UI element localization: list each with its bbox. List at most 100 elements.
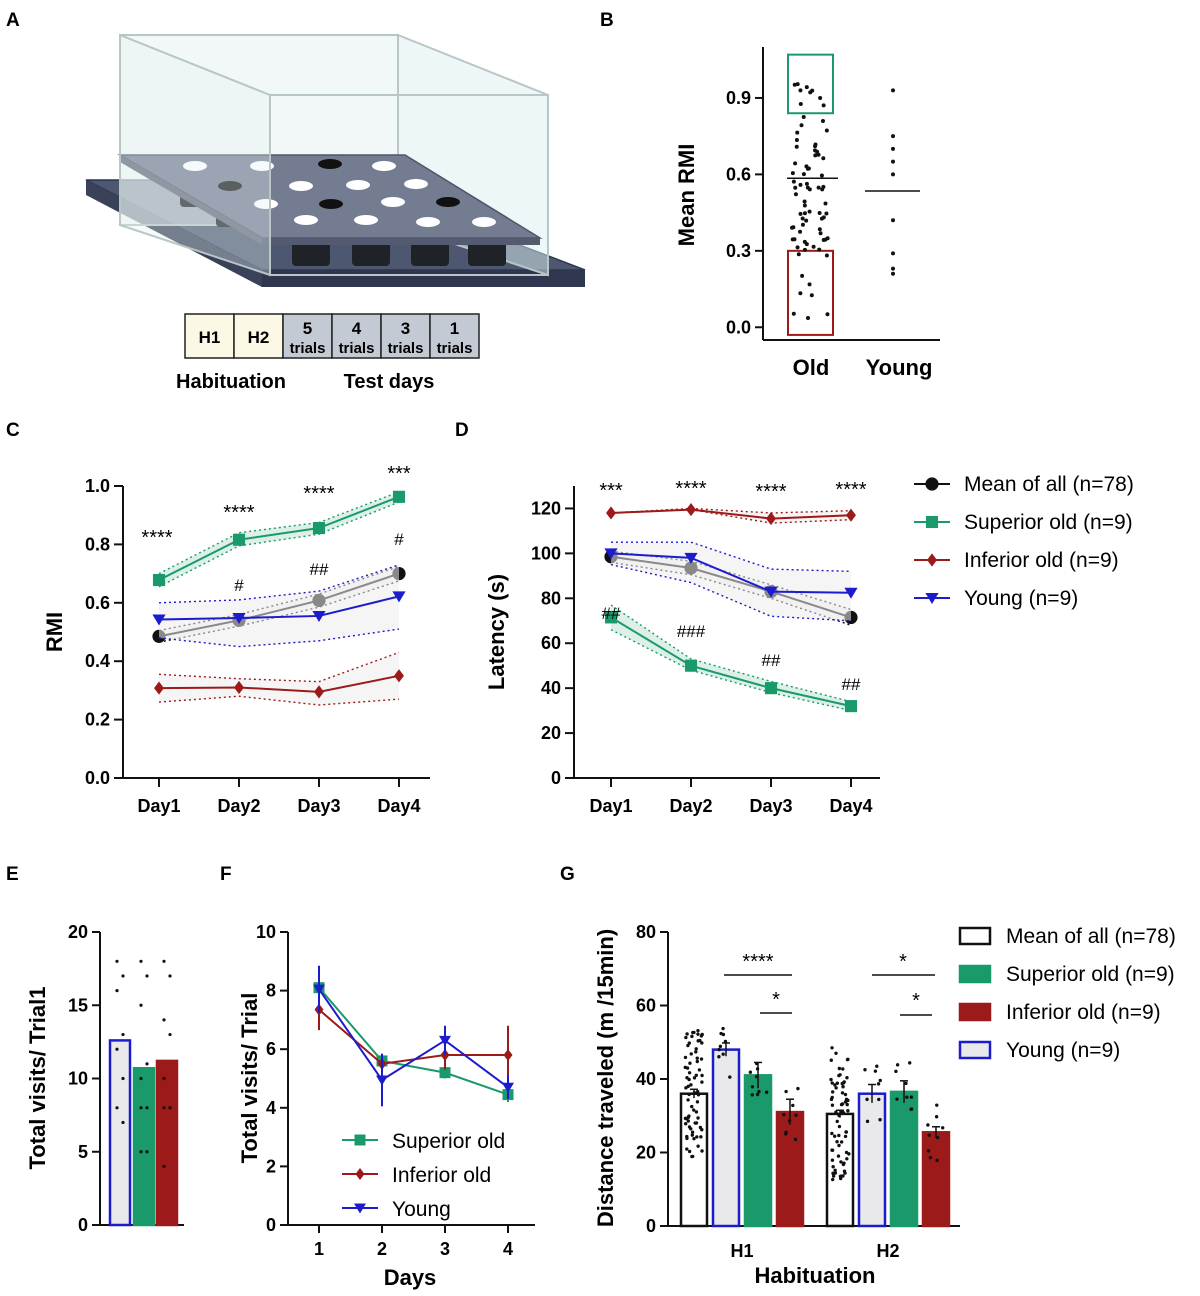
series-young (313, 965, 514, 1107)
y-tick-label: 0.0 (726, 317, 751, 337)
bar-data-point (844, 1097, 849, 1102)
y-tick-label: 10 (68, 1069, 88, 1089)
bar-data-point (683, 1055, 688, 1060)
panel-letter-d: D (455, 420, 469, 441)
bar-data-point (700, 1073, 704, 1078)
bar-data-point (696, 1116, 700, 1120)
series-line (610, 508, 852, 520)
bar-data-point (139, 1003, 143, 1007)
bar-data-point (830, 1131, 834, 1136)
chart-legend: Superior old Inferior old Young (342, 1130, 505, 1221)
bar-data-point (689, 1052, 693, 1056)
legend-label: Young (392, 1198, 451, 1221)
bar-data-point (684, 1035, 688, 1040)
bar-data-point (831, 1164, 835, 1169)
bar-data-point (692, 1136, 696, 1141)
x-tick-label: Day3 (297, 796, 340, 816)
bar-data-point (694, 1110, 699, 1114)
confidence-band (159, 491, 399, 587)
bar-data-point (830, 1090, 835, 1094)
series-line (158, 595, 400, 621)
y-tick-label: 5 (78, 1142, 88, 1162)
y-tick-label: 80 (636, 922, 656, 942)
bar-data-point (830, 1095, 834, 1100)
old-data-point (806, 166, 811, 171)
bar-data-point (830, 1103, 835, 1107)
bar-data-point (687, 1092, 691, 1097)
y-tick-label: 15 (68, 995, 88, 1015)
old-data-point (817, 210, 822, 215)
old-data-point (817, 227, 822, 232)
bar-data-point (690, 1034, 694, 1039)
legend-label: Superior old (392, 1130, 505, 1153)
y-tick-label: 8 (266, 981, 276, 1001)
y-tick-label: 120 (531, 498, 561, 518)
series-inferior (154, 651, 404, 706)
old-data-point (795, 130, 800, 135)
y-axis-title: Distance traveled (m /15min) (593, 929, 618, 1227)
legend-swatch (958, 926, 992, 946)
significance-stars: **** (223, 502, 254, 524)
bar-data-point (837, 1066, 842, 1071)
bar-data-point (162, 959, 166, 963)
bar-data-point (139, 1076, 143, 1081)
bar-data-point (839, 1140, 844, 1144)
x-tick-label: 2 (377, 1239, 387, 1259)
bar-data-point (840, 1102, 845, 1106)
legend-swatch (958, 1040, 992, 1060)
bar-data-point (748, 1070, 753, 1074)
bar-data-point (690, 1104, 694, 1109)
bar-data-point (687, 1071, 692, 1075)
series-superior (152, 490, 406, 588)
bar-young (711, 1048, 741, 1228)
old-data-point (800, 273, 805, 278)
series-line (610, 552, 852, 594)
old-data-point (802, 203, 807, 208)
bar-data-point (905, 1095, 909, 1099)
bar-data-point (895, 1097, 899, 1101)
bar-data-point (829, 1077, 833, 1082)
data-point (394, 669, 404, 683)
apparatus-base-front (262, 270, 585, 287)
old-data-point (821, 103, 826, 108)
timeline-count-day1: 5 (303, 319, 312, 338)
legend-marker (925, 515, 939, 529)
band-lower-line (158, 695, 400, 706)
x-tick-label: Day4 (829, 796, 872, 816)
old-data-point (818, 231, 823, 236)
bar-data-point (831, 1174, 836, 1178)
bar-data-point (830, 1158, 835, 1162)
bar-data-point (694, 1121, 699, 1125)
significance-hashes: ## (762, 651, 781, 670)
bar-data-point (831, 1171, 835, 1176)
bar-data-point (694, 1073, 698, 1077)
bar-data-point (700, 1080, 704, 1084)
bar-data-point (687, 1125, 692, 1129)
bar-data-point (721, 1032, 726, 1037)
band-upper-line (611, 541, 852, 573)
bar-data-point (695, 1100, 700, 1104)
bar-data-point (846, 1108, 850, 1113)
bar-data-point (757, 1089, 761, 1094)
old-data-point (793, 185, 798, 190)
bar-data-point (841, 1174, 845, 1178)
young-data-point (891, 146, 895, 151)
bar-data-point (845, 1057, 850, 1062)
confidence-band (611, 605, 851, 711)
bar-inferior (775, 1110, 805, 1228)
old-data-point (801, 114, 806, 119)
data-point (844, 700, 858, 713)
x-tick-label: 1 (314, 1239, 324, 1259)
x-tick-label: Day1 (137, 796, 180, 816)
bar-data-point (835, 1140, 839, 1144)
bar-mean (679, 1092, 709, 1228)
young-data-point (891, 266, 895, 271)
chart-c-rmi-by-day: 0.0 0.2 0.4 0.6 0.8 1.0 Day1 Day2 Day3 Day4 RMI ***… (42, 463, 430, 816)
y-tick-label: 100 (531, 543, 561, 563)
bar-data-point (843, 1092, 848, 1097)
bar-data-point (692, 1076, 697, 1080)
bar-data-point (139, 1150, 143, 1154)
bar-inferior (155, 1059, 179, 1227)
